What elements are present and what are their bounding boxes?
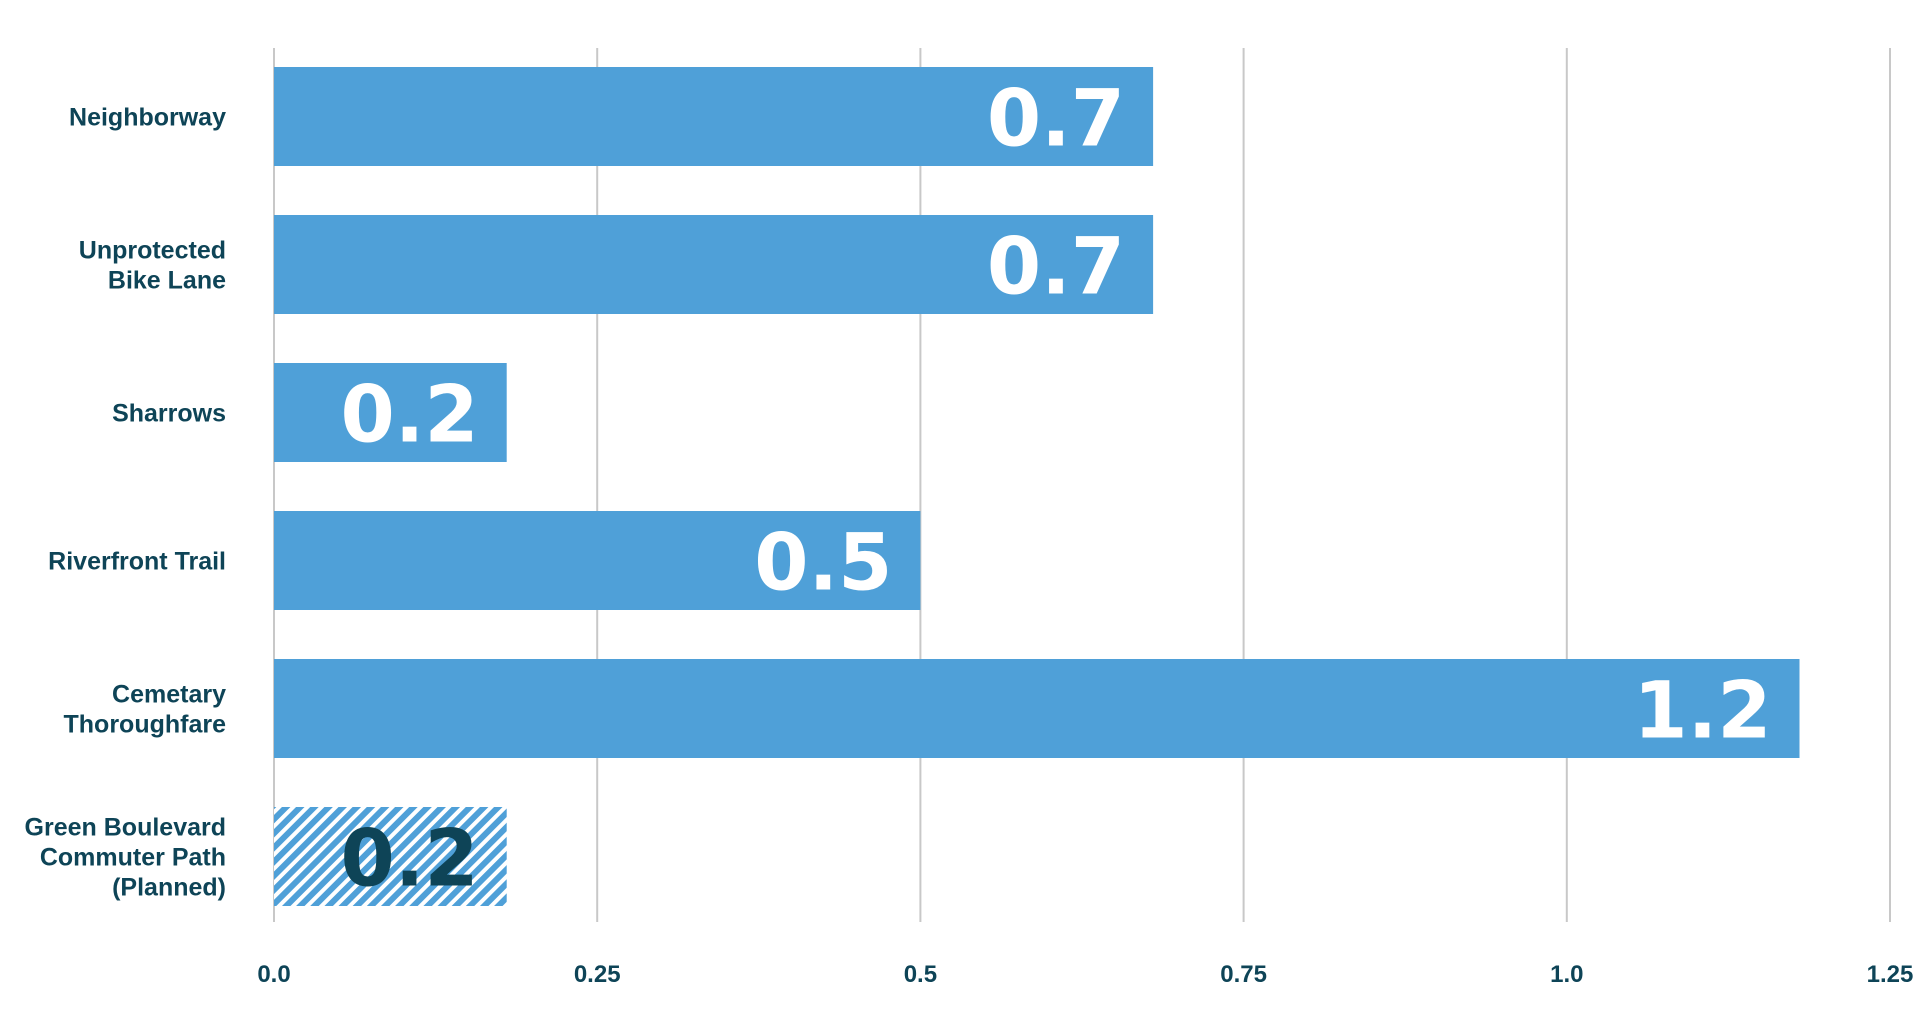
bar-value-label: 0.5 — [754, 519, 892, 609]
x-tick-label: 1.25 — [1867, 961, 1914, 988]
category-label: Cemetary Thoroughfare — [64, 681, 227, 739]
category-label-line: Neighborway — [69, 104, 226, 132]
category-label-line: Cemetary — [112, 681, 226, 709]
bars: 0.7 0.7 0.2 0.5 1.2 0.2 — [274, 67, 1800, 906]
x-tick-label: 0.25 — [574, 961, 621, 988]
category-label-line: Thoroughfare — [64, 711, 227, 739]
x-axis-tick-labels: 0.0 0.25 0.5 0.75 1.0 1.25 — [257, 961, 1913, 988]
category-label: Unprotected Bike Lane — [79, 237, 226, 295]
category-labels: Neighborway Unprotected Bike Lane Sharrows R… — [25, 104, 227, 902]
bar-value-label: 0.7 — [987, 223, 1125, 313]
bar-value-label: 0.7 — [987, 75, 1125, 165]
bar — [274, 511, 921, 610]
category-label-line: Bike Lane — [108, 267, 226, 295]
category-label: Sharrows — [112, 400, 226, 428]
bar-value-label: 0.2 — [341, 371, 479, 461]
bar-value-label: 1.2 — [1633, 667, 1771, 757]
category-label-line: Commuter Path — [40, 844, 226, 872]
category-label: Neighborway — [69, 104, 226, 132]
bar — [274, 363, 507, 462]
x-tick-label: 0.5 — [904, 961, 937, 988]
x-tick-label: 1.0 — [1550, 961, 1583, 988]
x-tick-label: 0.75 — [1220, 961, 1267, 988]
bar — [274, 659, 1800, 758]
bar-value-label: 0.2 — [341, 815, 479, 905]
x-tick-label: 0.0 — [257, 961, 290, 988]
bar-planned — [274, 807, 507, 906]
category-label: Riverfront Trail — [48, 548, 226, 576]
category-label-line: Green Boulevard — [25, 814, 226, 842]
category-label-line: Unprotected — [79, 237, 226, 265]
bar — [274, 67, 1154, 166]
category-label-line: (Planned) — [112, 874, 226, 902]
bar — [274, 215, 1154, 314]
category-label: Green Boulevard Commuter Path (Planned) — [25, 814, 226, 902]
category-label-line: Riverfront Trail — [48, 548, 226, 576]
gridlines — [273, 48, 1891, 922]
category-label-line: Sharrows — [112, 400, 226, 428]
